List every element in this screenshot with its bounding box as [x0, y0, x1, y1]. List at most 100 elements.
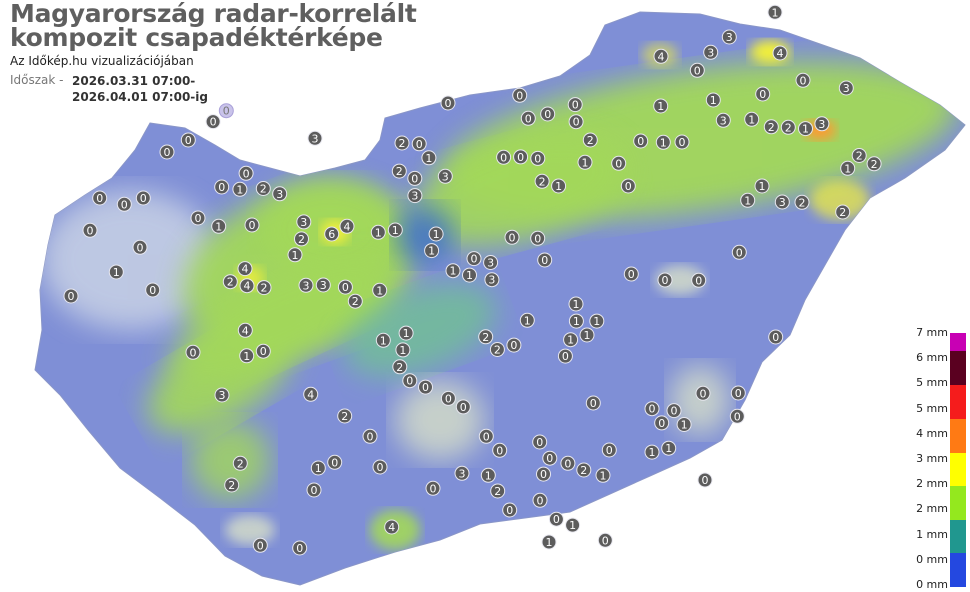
- station-marker[interactable]: 1: [568, 296, 584, 312]
- station-marker[interactable]: 0: [567, 97, 583, 113]
- station-marker[interactable]: 1: [395, 342, 411, 358]
- station-marker[interactable]: 1: [519, 312, 535, 328]
- station-marker[interactable]: 0: [190, 210, 206, 226]
- station-marker[interactable]: 1: [744, 111, 760, 127]
- station-marker[interactable]: 0: [730, 385, 746, 401]
- station-marker[interactable]: 0: [504, 229, 520, 245]
- station-marker[interactable]: 3: [838, 80, 854, 96]
- station-marker[interactable]: 1: [370, 224, 386, 240]
- station-marker[interactable]: 0: [644, 401, 660, 417]
- station-marker[interactable]: 4: [384, 519, 400, 535]
- station-marker[interactable]: 3: [298, 277, 314, 293]
- station-marker[interactable]: 0: [407, 170, 423, 186]
- station-marker[interactable]: 0: [116, 196, 132, 212]
- station-marker[interactable]: 1: [740, 192, 756, 208]
- station-marker[interactable]: 0: [654, 415, 670, 431]
- station-marker[interactable]: 0: [292, 540, 308, 556]
- station-marker[interactable]: 0: [557, 348, 573, 364]
- station-marker[interactable]: 0: [585, 395, 601, 411]
- station-marker[interactable]: 2: [347, 293, 363, 309]
- station-marker[interactable]: 0: [729, 408, 745, 424]
- station-marker[interactable]: 1: [840, 160, 856, 176]
- station-marker[interactable]: 2: [394, 135, 410, 151]
- station-marker[interactable]: 1: [754, 178, 770, 194]
- station-marker[interactable]: 1: [108, 264, 124, 280]
- station-marker[interactable]: 0: [218, 103, 234, 119]
- station-marker[interactable]: 1: [462, 267, 477, 283]
- station-marker[interactable]: 4: [237, 261, 253, 277]
- station-marker[interactable]: 2: [222, 274, 238, 290]
- station-marker[interactable]: 0: [768, 329, 784, 345]
- station-marker[interactable]: 2: [294, 231, 309, 247]
- station-marker[interactable]: 1: [655, 134, 671, 150]
- station-marker[interactable]: 0: [466, 251, 482, 267]
- station-marker[interactable]: 0: [244, 217, 260, 233]
- station-marker[interactable]: 1: [589, 313, 605, 329]
- station-marker[interactable]: 0: [478, 428, 494, 444]
- station-marker[interactable]: 0: [238, 165, 254, 181]
- station-marker[interactable]: 0: [132, 239, 148, 255]
- station-marker[interactable]: 0: [795, 72, 811, 88]
- station-marker[interactable]: 1: [372, 282, 388, 298]
- station-marker[interactable]: 1: [644, 444, 660, 460]
- station-marker[interactable]: 3: [774, 194, 790, 210]
- station-marker[interactable]: 2: [478, 329, 494, 345]
- station-marker[interactable]: 4: [239, 278, 255, 294]
- station-marker[interactable]: 0: [425, 480, 441, 496]
- station-marker[interactable]: 0: [513, 149, 529, 165]
- station-marker[interactable]: 4: [653, 48, 669, 64]
- station-marker[interactable]: 2: [534, 173, 550, 189]
- station-marker[interactable]: 1: [421, 150, 437, 166]
- station-marker[interactable]: 0: [633, 133, 649, 149]
- station-marker[interactable]: 2: [255, 181, 271, 196]
- station-marker[interactable]: 0: [731, 244, 747, 260]
- station-marker[interactable]: 3: [814, 116, 830, 132]
- station-marker[interactable]: 2: [232, 455, 248, 471]
- station-marker[interactable]: 1: [579, 327, 595, 343]
- station-marker[interactable]: 1: [595, 467, 611, 483]
- station-marker[interactable]: 1: [568, 313, 584, 329]
- station-marker[interactable]: 0: [362, 428, 378, 444]
- station-marker[interactable]: 2: [835, 204, 851, 220]
- station-marker[interactable]: 0: [691, 272, 707, 288]
- station-marker[interactable]: 2: [851, 148, 867, 163]
- station-marker[interactable]: 1: [661, 440, 677, 456]
- station-marker[interactable]: 6: [324, 226, 340, 242]
- station-marker[interactable]: 3: [437, 168, 453, 184]
- station-marker[interactable]: 0: [532, 492, 548, 508]
- station-marker[interactable]: 2: [392, 359, 408, 375]
- station-marker[interactable]: 3: [715, 112, 731, 128]
- station-marker[interactable]: 4: [339, 218, 355, 234]
- station-marker[interactable]: 0: [214, 179, 230, 195]
- station-marker[interactable]: 3: [214, 387, 230, 403]
- station-marker[interactable]: 0: [620, 178, 636, 194]
- station-marker[interactable]: 1: [398, 325, 414, 341]
- station-marker[interactable]: 4: [303, 386, 319, 402]
- station-marker[interactable]: 2: [256, 280, 272, 296]
- station-marker[interactable]: 1: [551, 178, 567, 194]
- station-marker[interactable]: 0: [411, 136, 427, 152]
- station-marker[interactable]: 1: [563, 332, 579, 348]
- station-marker[interactable]: 3: [454, 465, 470, 481]
- station-marker[interactable]: 0: [542, 450, 558, 466]
- station-marker[interactable]: 0: [695, 385, 711, 401]
- station-marker[interactable]: 1: [424, 243, 440, 259]
- station-marker[interactable]: 0: [92, 190, 108, 206]
- station-marker[interactable]: 0: [492, 442, 508, 458]
- station-marker[interactable]: 3: [272, 186, 288, 202]
- station-marker[interactable]: 0: [657, 272, 673, 288]
- station-marker[interactable]: 1: [211, 218, 227, 234]
- station-marker[interactable]: 0: [418, 379, 433, 395]
- station-marker[interactable]: 1: [428, 226, 444, 242]
- station-marker[interactable]: 0: [327, 454, 343, 470]
- station-marker[interactable]: 0: [205, 114, 221, 130]
- station-marker[interactable]: 0: [455, 399, 471, 415]
- station-marker[interactable]: 1: [577, 154, 593, 170]
- station-marker[interactable]: 0: [185, 344, 201, 360]
- station-marker[interactable]: 4: [772, 45, 788, 61]
- station-marker[interactable]: 1: [798, 121, 813, 137]
- station-marker[interactable]: 0: [135, 190, 151, 206]
- station-marker[interactable]: 3: [484, 272, 500, 288]
- station-marker[interactable]: 0: [601, 442, 617, 458]
- station-marker[interactable]: 0: [496, 149, 512, 165]
